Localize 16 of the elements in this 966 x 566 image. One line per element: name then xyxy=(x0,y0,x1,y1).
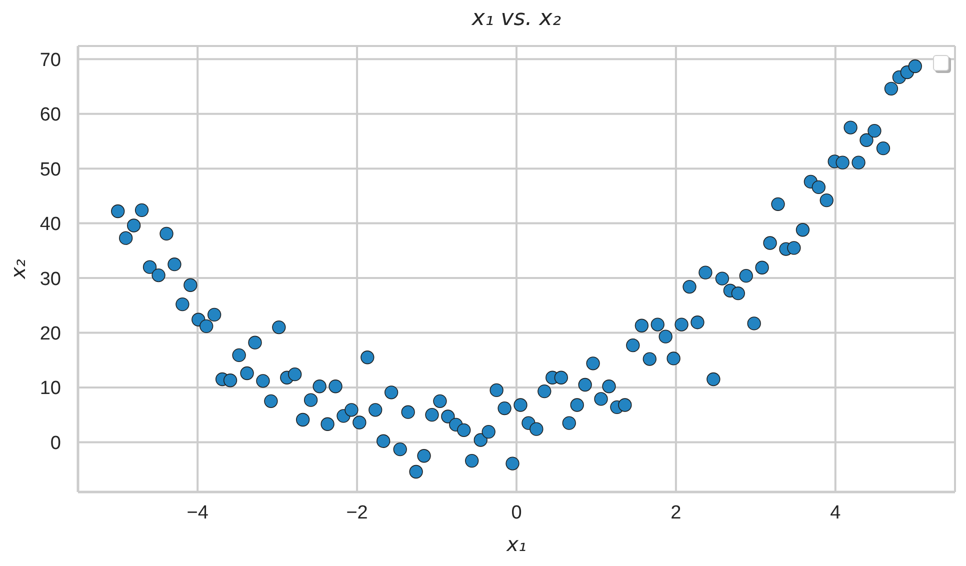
x-tick-label: 2 xyxy=(670,502,682,524)
x-axis-title: x₁ xyxy=(506,532,526,556)
x-tick-label: 0 xyxy=(511,502,522,524)
y-tick-label: 30 xyxy=(40,268,61,290)
x-tick-label: −4 xyxy=(186,502,209,524)
y-tick-label: 10 xyxy=(40,378,61,400)
y-tick-label: 20 xyxy=(40,324,61,344)
y-tick-label: 60 xyxy=(40,104,61,126)
x-tick-label: 4 xyxy=(830,502,842,524)
y-tick-label: 70 xyxy=(40,50,61,71)
y-tick-label: 40 xyxy=(40,214,61,236)
chart-title: x₁ vs. x₂ xyxy=(472,6,562,31)
x-tick-label: −2 xyxy=(346,502,368,524)
y-axis-title: x₂ xyxy=(6,259,30,279)
y-tick-label: 50 xyxy=(40,159,61,180)
y-tick-label: 0 xyxy=(50,432,61,454)
